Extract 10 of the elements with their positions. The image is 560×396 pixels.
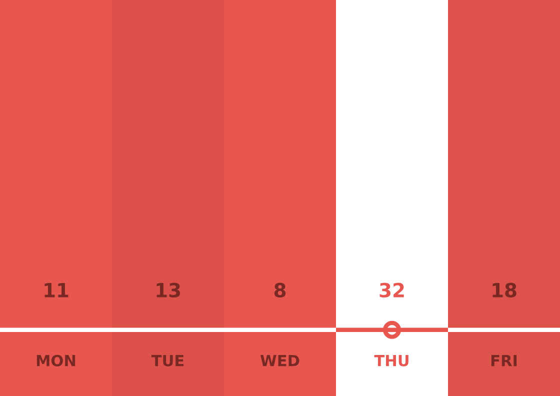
data-label: 8 bbox=[274, 282, 286, 298]
data-label: 13 bbox=[156, 282, 180, 298]
category-label: TUE bbox=[151, 355, 184, 366]
category-label: FRI bbox=[491, 355, 517, 366]
category-label: THU bbox=[374, 355, 408, 366]
category-label: MON bbox=[36, 354, 76, 366]
data-label: 32 bbox=[380, 282, 404, 298]
category-label: WED bbox=[260, 355, 300, 366]
data-label: 11 bbox=[44, 283, 68, 298]
data-label: 18 bbox=[492, 282, 516, 298]
